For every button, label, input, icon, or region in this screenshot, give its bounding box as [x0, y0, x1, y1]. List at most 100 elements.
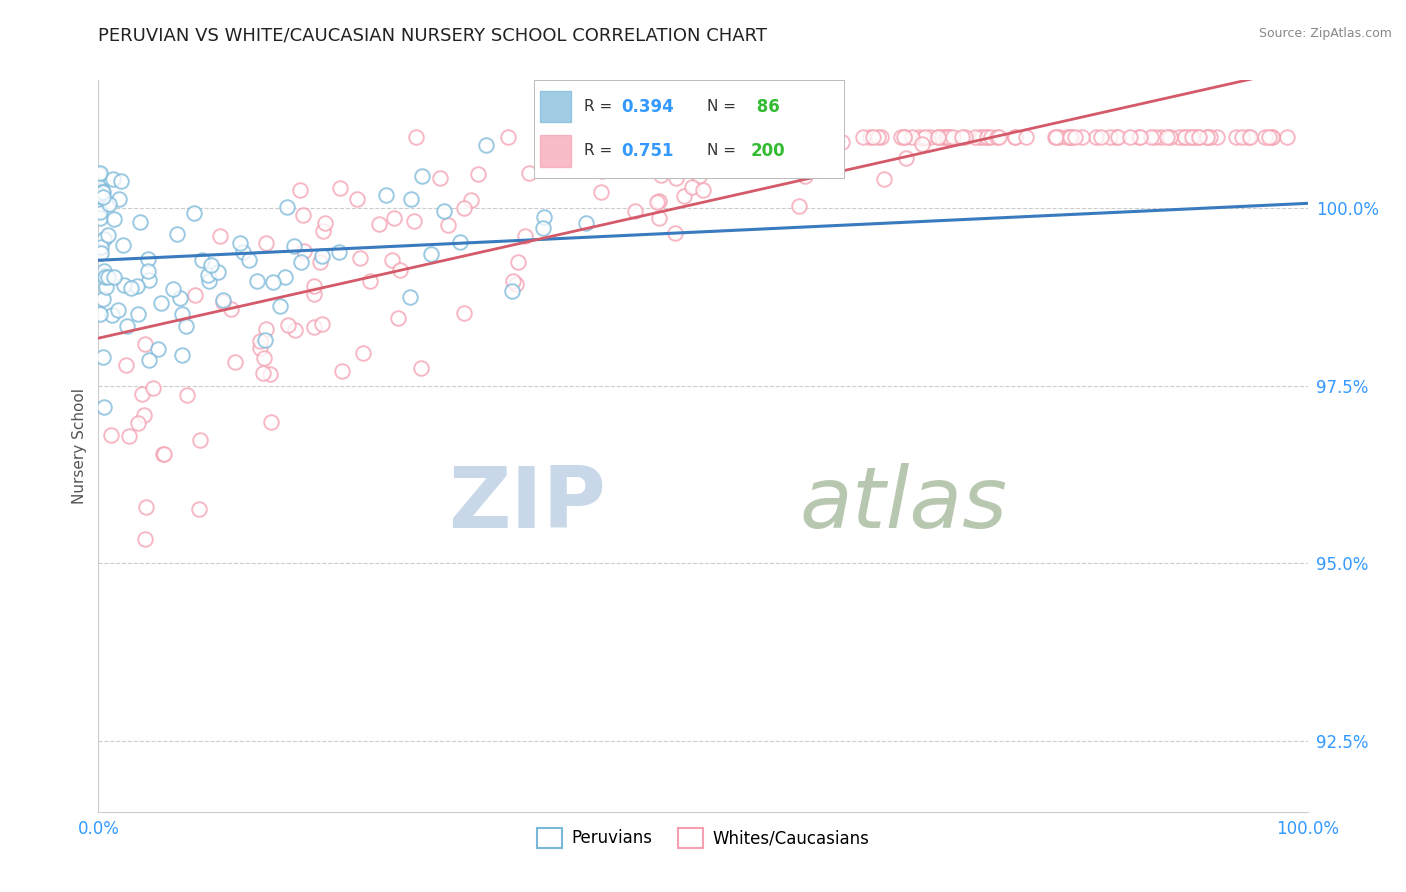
Point — [1197, 130, 1219, 145]
Point — [575, 215, 598, 229]
Point — [1174, 130, 1197, 145]
Text: Source: ZipAtlas.com: Source: ZipAtlas.com — [1258, 27, 1392, 40]
Point — [1107, 130, 1129, 145]
Point — [89, 204, 111, 219]
Point — [292, 244, 315, 258]
Point — [112, 278, 135, 293]
Point — [1254, 130, 1277, 145]
Point — [505, 277, 527, 292]
Point — [692, 183, 714, 197]
Point — [93, 232, 115, 246]
Point — [1015, 130, 1038, 145]
Point — [138, 353, 160, 368]
Point — [359, 273, 381, 287]
Point — [259, 368, 281, 382]
Point — [209, 229, 232, 244]
Point — [246, 274, 269, 288]
Point — [1004, 130, 1026, 145]
Point — [346, 192, 368, 206]
Point — [911, 136, 934, 151]
Point — [1261, 130, 1284, 145]
Point — [283, 239, 305, 253]
Point — [170, 348, 193, 362]
Point — [912, 131, 935, 145]
Point — [749, 161, 772, 176]
Point — [565, 130, 588, 145]
Point — [101, 171, 124, 186]
Point — [740, 130, 762, 145]
Point — [1129, 130, 1152, 145]
Point — [870, 130, 893, 145]
Point — [699, 150, 721, 164]
Point — [111, 238, 134, 252]
Point — [1084, 130, 1107, 145]
Point — [578, 130, 600, 145]
Point — [783, 130, 806, 145]
Point — [254, 235, 277, 250]
Point — [1159, 130, 1181, 145]
Point — [349, 251, 371, 265]
Point — [402, 213, 425, 227]
Point — [100, 428, 122, 442]
Point — [460, 194, 482, 208]
Point — [260, 415, 283, 429]
Point — [252, 366, 274, 380]
Point — [91, 183, 114, 197]
Point — [1064, 130, 1087, 145]
Point — [547, 148, 569, 162]
Point — [938, 130, 960, 145]
Point — [174, 319, 197, 334]
Point — [665, 171, 688, 186]
Point — [433, 203, 456, 218]
Point — [212, 295, 235, 310]
Point — [276, 200, 298, 214]
Point — [607, 151, 630, 165]
Point — [1168, 130, 1191, 145]
Point — [624, 204, 647, 219]
Point — [986, 130, 1008, 145]
Point — [685, 130, 707, 145]
Text: ZIP: ZIP — [449, 463, 606, 546]
Point — [329, 181, 352, 195]
Point — [1090, 130, 1112, 145]
Point — [125, 279, 148, 293]
Point — [1143, 130, 1166, 145]
Point — [831, 135, 853, 149]
Point — [1173, 130, 1195, 145]
Point — [420, 247, 443, 261]
Point — [188, 502, 211, 516]
Point — [1225, 130, 1247, 145]
Point — [188, 433, 211, 447]
Point — [135, 500, 157, 515]
Point — [131, 387, 153, 401]
Point — [927, 130, 949, 145]
Point — [936, 130, 959, 145]
Point — [683, 130, 706, 145]
Point — [1257, 130, 1279, 145]
Point — [118, 429, 141, 443]
Point — [134, 337, 156, 351]
Point — [87, 167, 110, 181]
Point — [695, 145, 717, 159]
Point — [238, 252, 260, 267]
Point — [1128, 130, 1150, 145]
Point — [162, 282, 184, 296]
Point — [212, 293, 235, 307]
Point — [759, 146, 782, 161]
Point — [803, 130, 825, 145]
Point — [969, 130, 991, 145]
Point — [717, 130, 740, 145]
Point — [224, 354, 246, 368]
Point — [399, 192, 422, 206]
Point — [134, 532, 156, 546]
Point — [409, 360, 432, 375]
Point — [103, 212, 125, 227]
Point — [621, 130, 644, 145]
Point — [382, 211, 405, 225]
Point — [89, 203, 111, 218]
Point — [97, 270, 120, 285]
Point — [232, 245, 254, 260]
Point — [1230, 130, 1253, 145]
Point — [517, 166, 540, 180]
Point — [273, 269, 295, 284]
